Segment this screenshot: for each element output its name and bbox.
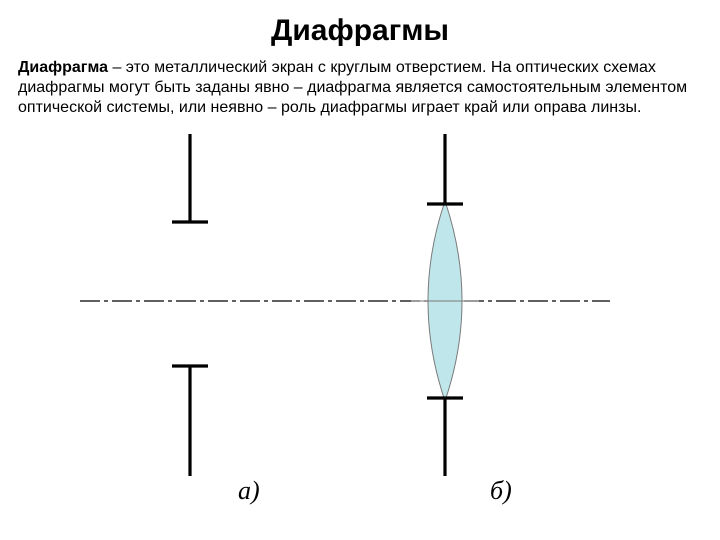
definition-paragraph: Диафрагма – это металлический экран с кр… <box>0 58 720 118</box>
page-title: Диафрагмы <box>0 14 720 48</box>
slide-root: Диафрагмы Диафрагма – это металлический … <box>0 14 720 540</box>
definition-term: Диафрагма <box>18 59 108 76</box>
diaphragm-figure: а) б) <box>70 126 630 486</box>
definition-rest: – это металлический экран с круглым отве… <box>18 59 687 116</box>
diaphragm-left <box>172 134 208 476</box>
figure-label-a: а) <box>238 476 260 506</box>
diaphragm-svg <box>70 126 630 486</box>
figure-label-b: б) <box>490 476 512 506</box>
